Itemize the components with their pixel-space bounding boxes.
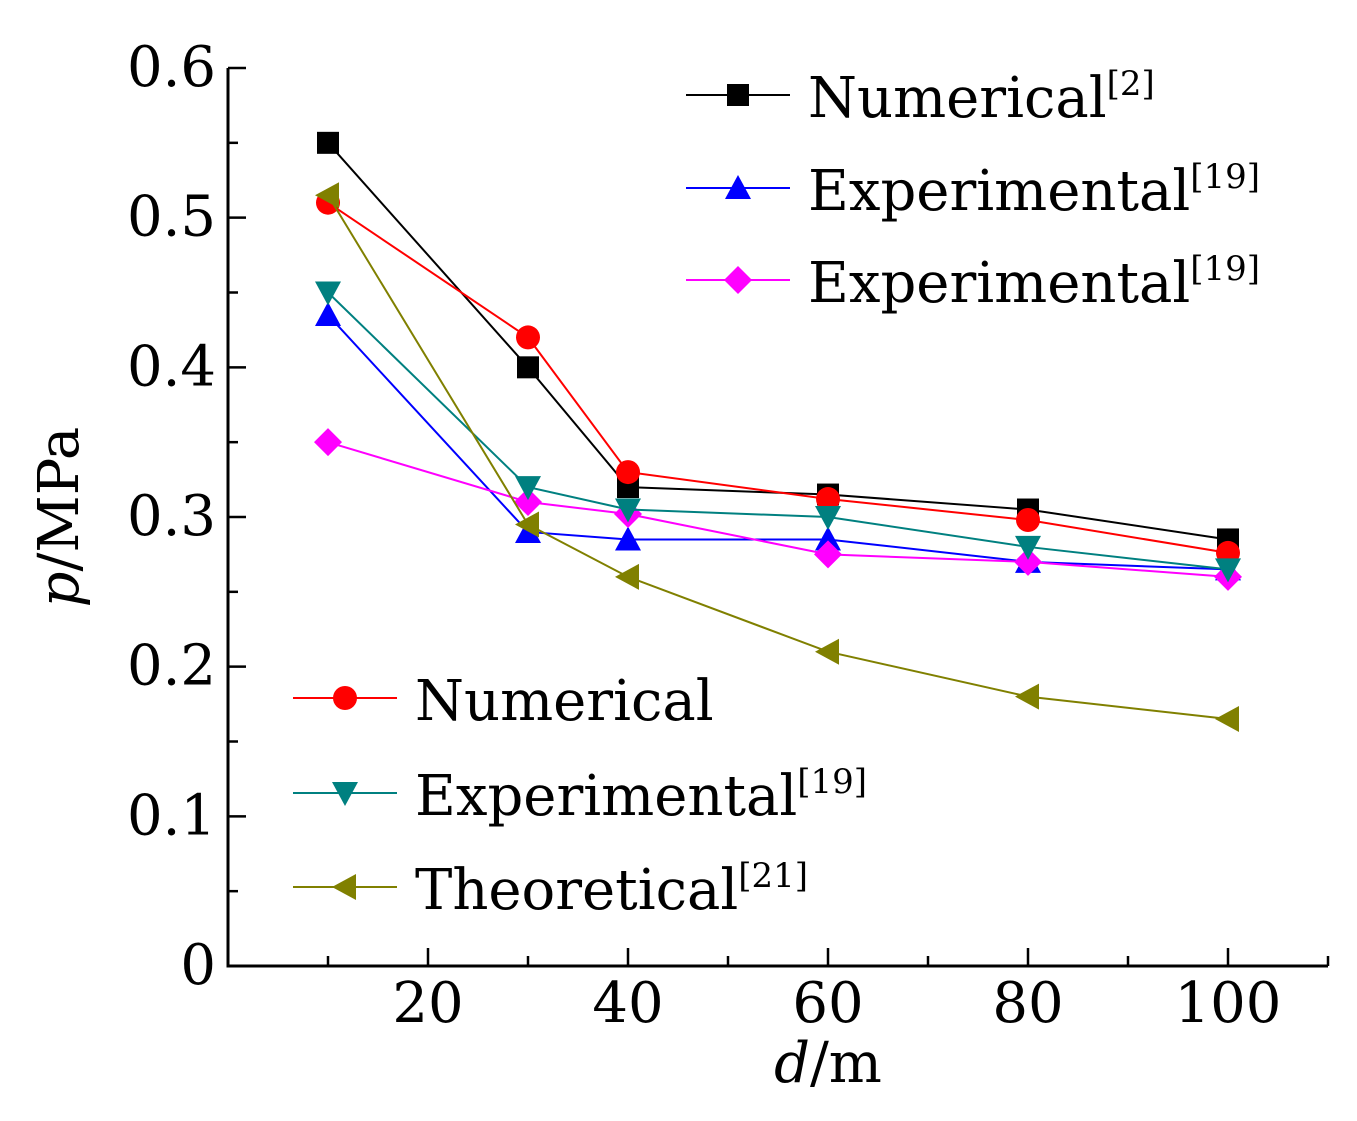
data-point <box>1015 535 1041 560</box>
data-point <box>1014 547 1042 576</box>
x-tick-label: 20 <box>392 971 463 1036</box>
data-point <box>515 511 539 538</box>
legend-citation: [19] <box>797 762 867 802</box>
data-point <box>616 460 640 485</box>
legend-entry: Theoretical[21] <box>293 856 808 923</box>
legend-label: Numerical[2] <box>808 64 1155 131</box>
legend-citation: [21] <box>738 856 808 896</box>
y-axis-title: p/MPa <box>27 427 92 608</box>
data-point <box>314 428 342 457</box>
series-5 <box>315 182 1239 733</box>
legend-entry: Experimental[19] <box>293 762 867 829</box>
series-line <box>327 291 1229 571</box>
legend-entry: Numerical[2] <box>686 64 1155 131</box>
y-tick-label: 0.6 <box>127 35 216 100</box>
data-point <box>615 563 639 590</box>
series-line <box>327 441 1229 578</box>
legend-citation: [2] <box>1107 64 1155 104</box>
legend-name: Experimental <box>415 764 797 829</box>
data-point <box>816 487 840 512</box>
data-point <box>1215 706 1239 733</box>
x-tick-label: 40 <box>592 971 663 1036</box>
series-4 <box>315 281 1241 583</box>
x-tick-label: 100 <box>1175 971 1282 1036</box>
data-point <box>815 526 841 551</box>
legend: Numerical[2]Experimental[19]Experimental… <box>293 64 1260 923</box>
legend-marker <box>333 686 357 710</box>
data-point <box>315 182 339 209</box>
series-2 <box>314 428 1242 591</box>
legend-label: Experimental[19] <box>808 157 1260 224</box>
legend-name: Numerical <box>808 66 1107 131</box>
data-point <box>517 356 539 379</box>
data-point <box>1015 683 1039 710</box>
x-axis-variable: d <box>774 1031 810 1096</box>
data-point <box>315 281 341 306</box>
data-point <box>814 540 842 569</box>
legend-entry: Experimental[19] <box>686 157 1260 224</box>
y-tick-label: 0.1 <box>127 783 216 848</box>
legend-name: Numerical <box>415 669 714 734</box>
legend-entry: Experimental[19] <box>686 249 1260 316</box>
axes: 0 0.1 0.2 0.3 0.4 0.5 0.6 20 40 60 80 100 <box>127 35 1330 1036</box>
data-point <box>815 638 839 665</box>
legend-label: Experimental[19] <box>808 249 1260 316</box>
y-axis-unit: /MPa <box>27 427 92 572</box>
series-line <box>327 201 1229 554</box>
legend-label: Theoretical[21] <box>415 856 808 923</box>
data-point <box>515 476 541 501</box>
legend-label: Experimental[19] <box>415 762 867 829</box>
legend-marker <box>332 874 356 900</box>
data-point <box>1016 507 1040 532</box>
legend-name: Experimental <box>808 251 1190 316</box>
x-axis-unit: /m <box>810 1031 882 1096</box>
series-layer <box>314 131 1242 733</box>
legend-marker <box>725 175 751 199</box>
legend-citation: [19] <box>1190 249 1260 289</box>
legend-marker <box>724 266 752 294</box>
data-point <box>514 488 542 517</box>
legend-entry: Numerical <box>293 669 714 734</box>
y-tick-label: 0.4 <box>127 334 216 399</box>
legend-name: Theoretical <box>415 858 738 923</box>
data-point <box>615 498 641 523</box>
legend-label: Numerical <box>415 669 714 734</box>
series-3 <box>316 190 1240 565</box>
series-line <box>327 142 1229 541</box>
data-point <box>1215 558 1241 583</box>
x-tick-label: 60 <box>792 971 863 1036</box>
legend-name: Experimental <box>808 159 1190 224</box>
data-point <box>315 301 341 326</box>
data-point <box>615 526 641 551</box>
legend-citation: [19] <box>1190 157 1260 197</box>
y-tick-label: 0.3 <box>127 484 216 549</box>
y-tick-label: 0.5 <box>127 185 216 250</box>
data-point <box>516 325 540 350</box>
data-point <box>815 506 841 530</box>
x-axis-title: d/m <box>774 1031 882 1096</box>
series-line <box>327 194 1229 721</box>
x-tick-label: 80 <box>992 971 1063 1036</box>
y-tick-label: 0.2 <box>127 634 216 699</box>
y-axis-variable: p <box>27 571 92 607</box>
legend-marker <box>727 84 749 106</box>
legend-marker <box>332 782 358 806</box>
series-1 <box>315 301 1241 581</box>
series-line <box>327 314 1229 571</box>
y-tick-label: 0 <box>180 933 216 998</box>
data-point <box>317 131 339 154</box>
